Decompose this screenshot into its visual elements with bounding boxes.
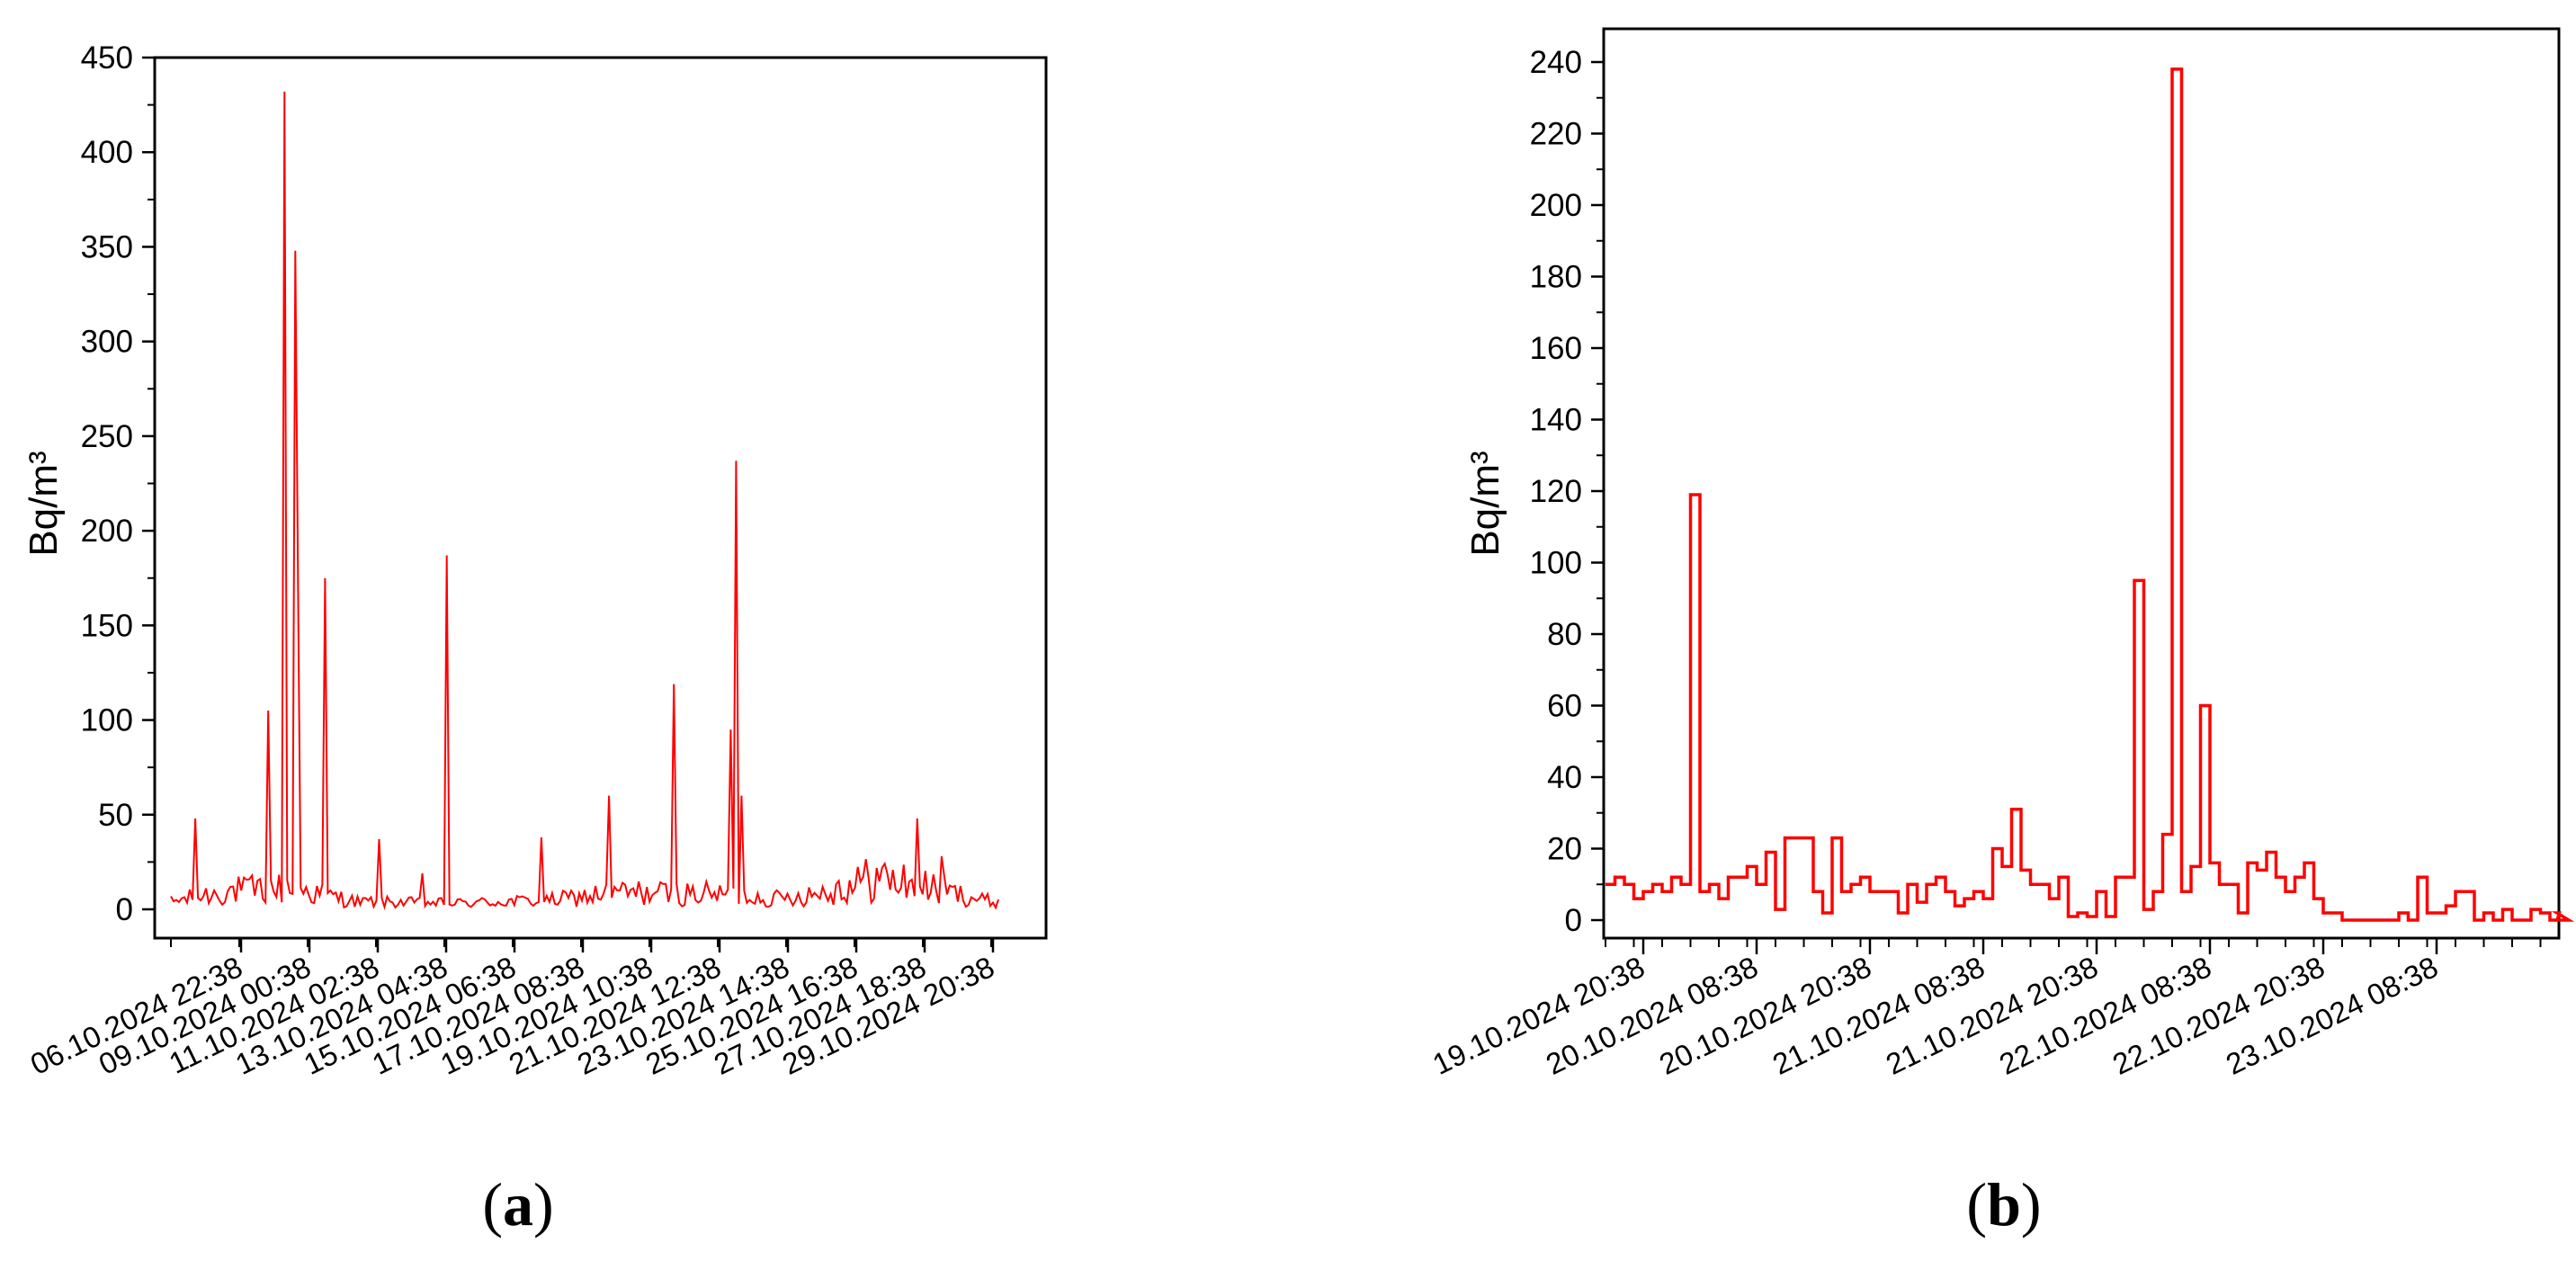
y-tick-label-a: 450 (81, 40, 133, 76)
y-tick-label-a: 50 (98, 798, 133, 833)
y-tick-label-b: 60 (1547, 689, 1582, 724)
y-tick-label-a: 400 (81, 135, 133, 170)
y-tick-label-a: 300 (81, 325, 133, 360)
y-tick-label-b: 200 (1530, 188, 1582, 223)
panel-label-b: (b) (1966, 1170, 2041, 1239)
y-tick-label-b: 100 (1530, 546, 1582, 581)
y-tick-label-b: 160 (1530, 331, 1582, 366)
y-axis-label-a: Bq/m³ (22, 451, 66, 556)
chart-panel-a: 050100150200250300350400450Bq/m³06.10.20… (22, 40, 1048, 1239)
series-step-line-b (1606, 67, 2575, 922)
y-tick-label-b: 80 (1547, 617, 1582, 652)
y-tick-label-b: 140 (1530, 403, 1582, 438)
y-tick-label-b: 20 (1547, 832, 1582, 867)
y-tick-label-a: 200 (81, 514, 133, 549)
y-tick-label-a: 0 (116, 892, 133, 927)
y-tick-label-a: 150 (81, 608, 133, 643)
y-tick-label-a: 250 (81, 419, 133, 454)
panel-label-a: (a) (482, 1170, 553, 1239)
y-axis-label-b: Bq/m³ (1463, 451, 1507, 556)
y-tick-label-a: 100 (81, 703, 133, 738)
series-line-a (170, 91, 999, 911)
plot-frame-a (153, 56, 1048, 940)
y-tick-label-b: 220 (1530, 117, 1582, 152)
y-tick-label-b: 0 (1565, 903, 1582, 938)
y-tick-label-b: 40 (1547, 760, 1582, 795)
y-tick-label-a: 350 (81, 229, 133, 264)
chart-panel-b: 020406080100120140160180200220240Bq/m³19… (1427, 27, 2575, 1239)
y-tick-label-b: 120 (1530, 474, 1582, 509)
y-tick-label-b: 180 (1530, 260, 1582, 295)
plot-frame-b (1602, 27, 2561, 940)
y-tick-label-b: 240 (1530, 45, 1582, 80)
